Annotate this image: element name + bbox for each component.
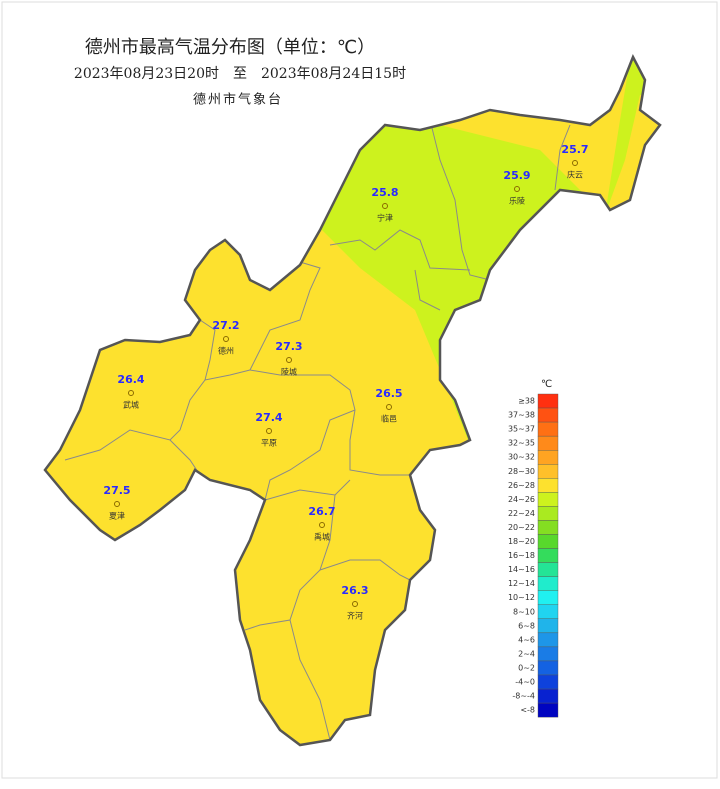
legend-swatch bbox=[537, 478, 559, 493]
county-borders bbox=[64, 124, 571, 741]
legend-swatch bbox=[537, 435, 559, 451]
legend-label: 20~22 bbox=[508, 523, 535, 532]
legend-label: 32~35 bbox=[508, 439, 535, 448]
legend-label: 30~32 bbox=[508, 453, 535, 462]
legend-label: <-8 bbox=[520, 706, 535, 715]
legend-swatch bbox=[537, 590, 559, 605]
legend-label: 26~28 bbox=[508, 481, 535, 490]
station-value: 27.3 bbox=[275, 340, 302, 353]
legend-swatch bbox=[537, 548, 559, 563]
legend-swatch bbox=[537, 393, 559, 409]
legend-unit: ℃ bbox=[541, 379, 552, 390]
station-value: 26.5 bbox=[375, 387, 402, 400]
legend: ℃ ≥38 37~38 35~37 32~35 30~32 28~30 26~28 24~26… bbox=[508, 379, 559, 718]
station-value: 26.7 bbox=[308, 505, 335, 518]
station-dot bbox=[514, 186, 520, 192]
station-value: 27.5 bbox=[103, 484, 130, 497]
station-name: 平原 bbox=[261, 439, 277, 448]
station-dot bbox=[128, 390, 134, 396]
station-name: 庆云 bbox=[567, 170, 583, 180]
station-dot bbox=[114, 501, 120, 507]
legend-swatch bbox=[537, 421, 559, 437]
legend-label: 16~18 bbox=[508, 551, 535, 560]
station-name: 武城 bbox=[123, 400, 139, 410]
legend-label: 12~14 bbox=[508, 579, 535, 588]
legend-label: 4~6 bbox=[518, 635, 535, 644]
legend-label: 24~26 bbox=[508, 495, 535, 504]
station-name: 德州 bbox=[218, 346, 234, 356]
legend-swatch bbox=[537, 618, 559, 634]
legend-label: 8~10 bbox=[513, 607, 535, 616]
stations: 25.7 庆云 25.8 宁津 25.9 乐陵 27.2 德州 27.3 陵城 26.4 武城 26.5… bbox=[103, 143, 588, 621]
station-dot bbox=[572, 160, 578, 166]
legend-swatch bbox=[537, 660, 559, 676]
station-name: 乐陵 bbox=[509, 196, 525, 206]
legend-label: 0~2 bbox=[518, 663, 535, 672]
legend-label: 6~8 bbox=[518, 621, 535, 630]
legend-swatch bbox=[537, 520, 559, 535]
station-name: 禹城 bbox=[314, 533, 330, 542]
organization: 德州市气象台 bbox=[193, 92, 283, 108]
station-name: 夏津 bbox=[109, 511, 125, 521]
legend-swatch bbox=[537, 464, 559, 479]
station-dot bbox=[319, 522, 325, 528]
legend-swatch bbox=[537, 506, 559, 521]
legend-swatch bbox=[537, 562, 559, 577]
station-value: 25.7 bbox=[561, 143, 588, 156]
legend-swatch bbox=[537, 407, 559, 423]
legend-label: 22~24 bbox=[508, 509, 535, 518]
station-name: 宁津 bbox=[377, 213, 393, 223]
legend-label: -4~0 bbox=[515, 678, 535, 687]
station-dot bbox=[352, 601, 358, 607]
legend-label: 28~30 bbox=[508, 467, 535, 476]
station-dot bbox=[386, 404, 392, 410]
station-value: 25.9 bbox=[503, 169, 530, 182]
station-dot bbox=[382, 203, 388, 209]
station-value: 27.2 bbox=[212, 319, 239, 332]
map-subtitle: 2023年08月23日20时 至 2023年08月24日15时 bbox=[74, 66, 406, 82]
legend-swatch bbox=[537, 450, 559, 465]
legend-label: 35~37 bbox=[508, 425, 535, 434]
legend-swatch bbox=[537, 688, 559, 704]
legend-label: 37~38 bbox=[508, 411, 535, 420]
legend-swatch bbox=[537, 702, 559, 718]
legend-swatch bbox=[537, 674, 559, 690]
station-name: 陵城 bbox=[281, 368, 297, 377]
station-dot bbox=[286, 357, 292, 363]
legend-swatch bbox=[537, 646, 559, 662]
legend-swatch bbox=[537, 576, 559, 591]
legend-label: -8~-4 bbox=[512, 692, 535, 701]
station-value: 25.8 bbox=[371, 186, 398, 199]
legend-label: 14~16 bbox=[508, 565, 535, 574]
legend-swatch bbox=[537, 534, 559, 549]
station-name: 齐河 bbox=[347, 611, 363, 621]
legend-label: 10~12 bbox=[508, 593, 535, 602]
station-value: 26.4 bbox=[117, 373, 144, 386]
map-title: 德州市最高气温分布图（单位：℃） bbox=[85, 37, 375, 58]
legend-swatch bbox=[537, 604, 559, 620]
legend-label: 2~4 bbox=[518, 649, 535, 658]
station-name: 临邑 bbox=[381, 414, 397, 424]
station-value: 26.3 bbox=[341, 584, 368, 597]
station-dot bbox=[266, 428, 272, 434]
legend-label: ≥38 bbox=[518, 397, 535, 406]
legend-swatch bbox=[537, 492, 559, 507]
legend-swatch bbox=[537, 632, 559, 648]
legend-label: 18~20 bbox=[508, 537, 535, 546]
station-value: 27.4 bbox=[255, 411, 282, 424]
station-dot bbox=[223, 336, 229, 342]
